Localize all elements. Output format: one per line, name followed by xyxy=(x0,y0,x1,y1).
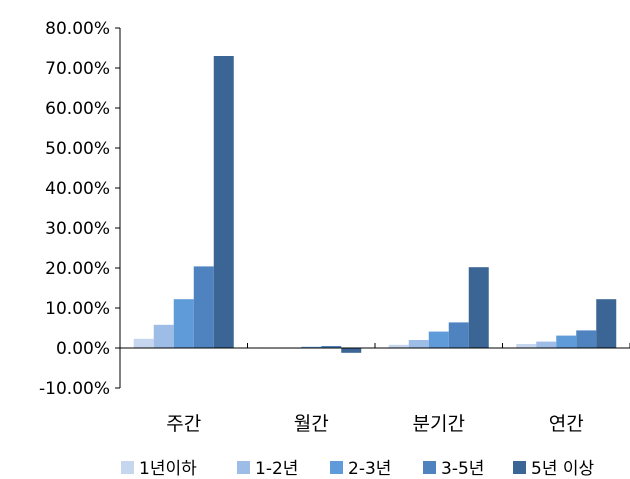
y-tick-label: 20.00% xyxy=(45,259,110,279)
x-tick-label: 연간 xyxy=(549,413,584,435)
x-tick-label: 월간 xyxy=(294,413,329,435)
bar xyxy=(213,56,234,348)
legend-label: 5년 이상 xyxy=(531,459,594,479)
bar xyxy=(576,330,597,348)
bar xyxy=(408,340,429,348)
legend-swatch xyxy=(121,461,134,474)
y-tick-label: 70.00% xyxy=(45,59,110,79)
legend-label: 1년이하 xyxy=(139,459,197,479)
y-tick-label: 0.00% xyxy=(56,339,110,359)
bar xyxy=(596,299,617,348)
x-tick-label: 주간 xyxy=(166,413,201,435)
bar xyxy=(341,348,362,353)
bar xyxy=(301,346,322,348)
bar xyxy=(133,338,154,348)
legend: 1년이하 1-2년 2-3년 3-5년 5년 이상 xyxy=(121,459,594,479)
bar xyxy=(321,346,342,348)
bar xyxy=(536,341,557,348)
y-tick-label: 40.00% xyxy=(45,179,110,199)
legend-swatch xyxy=(330,461,343,474)
bar xyxy=(448,322,469,348)
y-tick-label: 80.00% xyxy=(45,19,110,39)
bar xyxy=(153,324,174,348)
legend-label: 2-3년 xyxy=(348,459,391,479)
x-axis: 주간 월간 분기간 연간 xyxy=(120,343,630,435)
y-tick-label: -10.00% xyxy=(39,379,110,399)
legend-swatch xyxy=(513,461,526,474)
x-tick-label: 분기간 xyxy=(413,413,465,435)
bar xyxy=(173,299,194,348)
bar xyxy=(428,331,449,348)
bars xyxy=(133,56,617,353)
legend-swatch xyxy=(237,461,250,474)
legend-label: 3-5년 xyxy=(441,459,484,479)
bar xyxy=(556,335,577,348)
bar xyxy=(388,344,409,348)
y-tick-label: 50.00% xyxy=(45,139,110,159)
y-tick-label: 10.00% xyxy=(45,299,110,319)
bar xyxy=(516,344,537,348)
legend-label: 1-2년 xyxy=(255,459,298,479)
legend-swatch xyxy=(423,461,436,474)
bar xyxy=(468,267,489,348)
y-axis: -10.00% 0.00% 10.00% 20.00% 30.00% 40.00% 50.0… xyxy=(39,19,121,399)
y-tick-label: 60.00% xyxy=(45,99,110,119)
bar xyxy=(193,266,214,348)
y-tick-label: 30.00% xyxy=(45,219,110,239)
